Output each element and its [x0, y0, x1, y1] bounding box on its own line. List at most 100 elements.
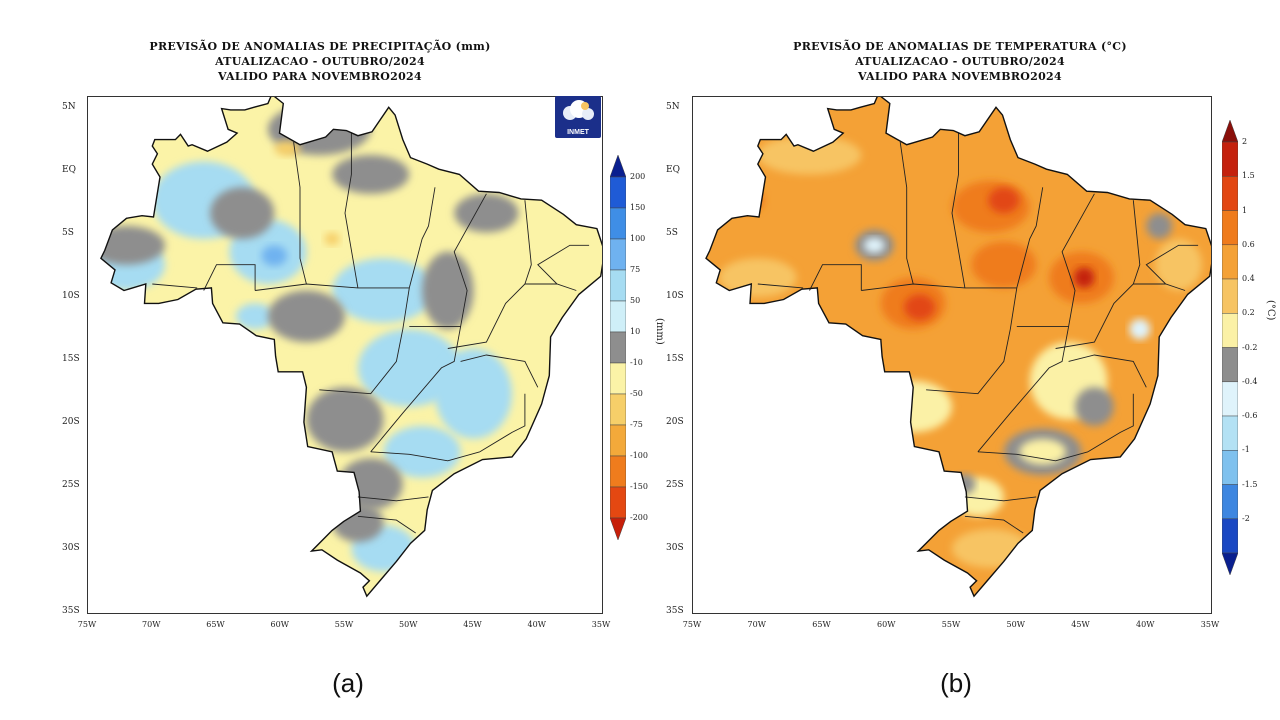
anomaly-patch — [306, 387, 384, 452]
cloud-icon — [563, 100, 594, 120]
lon-tick-label: 70W — [747, 620, 766, 629]
colorbar-segment — [1222, 313, 1238, 348]
anomaly-patch — [725, 187, 765, 214]
colorbar-segment — [610, 300, 626, 333]
colorbar-label: 150 — [630, 203, 646, 212]
colorbar-segment — [610, 362, 626, 395]
field-base — [706, 97, 1211, 597]
anomaly-patch — [332, 155, 410, 194]
state-border — [964, 496, 1037, 502]
lon-tick-label: 55W — [334, 620, 354, 629]
state-border — [479, 393, 526, 453]
anomaly-patch — [1129, 318, 1151, 340]
anomaly-patch — [719, 258, 797, 297]
lon-tick-label: 70W — [142, 620, 161, 629]
state-border — [1016, 187, 1044, 289]
colorbar-label: 100 — [630, 234, 646, 243]
temp-map — [705, 97, 1211, 598]
lat-tick-label: 20S — [666, 417, 684, 427]
colorbar-label: -0.6 — [1242, 411, 1258, 420]
anomaly-patch — [261, 245, 288, 266]
precip-map — [100, 97, 602, 598]
lat-tick-label: 30S — [666, 543, 684, 553]
colorbar-label: -100 — [630, 451, 648, 460]
colorbar-top-arrow — [610, 155, 626, 178]
state-border — [409, 193, 487, 328]
colorbar-segment — [1222, 347, 1238, 383]
temp-title-line-2: ATUALIZACAO - OUTUBRO/2024 — [855, 55, 1065, 68]
colorbar-segment — [610, 176, 626, 209]
anomaly-patch — [235, 303, 275, 330]
state-border — [255, 283, 410, 291]
precip-map-frame — [87, 96, 603, 614]
colorbar-segment — [1222, 381, 1238, 417]
state-border — [293, 142, 307, 285]
colorbar-label: 1 — [1242, 205, 1248, 215]
colorbar-segment — [1222, 278, 1238, 314]
lat-tick-label: 10S — [62, 291, 80, 301]
state-border — [537, 244, 590, 285]
state-border — [370, 451, 481, 462]
temp-unit-label: (°C) — [1265, 300, 1276, 321]
lat-tick-label: 15S — [666, 354, 684, 364]
colorbar-segment — [610, 269, 626, 302]
lon-tick-label: 75W — [77, 620, 97, 629]
lat-tick-label: 5N — [666, 102, 680, 112]
state-border — [524, 200, 532, 285]
colorbar-label: -200 — [630, 513, 648, 522]
lon-tick-label: 60W — [270, 620, 289, 629]
state-border — [357, 496, 429, 502]
colorbar-label: -1.5 — [1242, 479, 1258, 489]
anomaly-patch — [435, 348, 512, 439]
temp-colorbar — [1222, 120, 1238, 575]
precip-title-line-3: VALIDO PARA NOVEMBRO2024 — [218, 70, 422, 83]
precipitation-panel: PREVISÃO DE ANOMALIAS DE PRECIPITAÇÃO (m… — [62, 40, 665, 698]
colorbar-segment — [610, 331, 626, 364]
colorbar-label: 75 — [630, 265, 641, 274]
precip-title-line-1: PREVISÃO DE ANOMALIAS DE PRECIPITAÇÃO (m… — [149, 40, 491, 53]
state-border — [447, 283, 577, 349]
state-border — [152, 283, 198, 289]
state-border — [460, 354, 539, 388]
anomaly-patch — [954, 473, 976, 495]
lon-tick-label: 65W — [206, 620, 225, 629]
temp-map-frame — [692, 96, 1212, 614]
colorbar-label: 2 — [1242, 137, 1248, 146]
colorbar-segment — [1222, 415, 1238, 451]
lon-tick-label: 65W — [812, 620, 831, 629]
anomaly-patch — [100, 225, 165, 265]
lat-tick-label: 5N — [62, 102, 76, 112]
country-border — [100, 97, 602, 598]
colorbar-label: -150 — [630, 482, 648, 491]
anomaly-patch — [952, 529, 1030, 568]
state-border — [951, 133, 966, 288]
anomaly-patch — [210, 187, 275, 239]
colorbar-segment — [1222, 141, 1238, 177]
colorbar-segment — [610, 238, 626, 271]
state-border — [1068, 354, 1147, 388]
state-border — [964, 515, 1024, 534]
temp-title-line-1: PREVISÃO DE ANOMALIAS DE TEMPERATURA (°C… — [793, 40, 1127, 53]
colorbar-bottom-arrow — [1222, 552, 1238, 575]
colorbar-label: 0.4 — [1242, 274, 1255, 283]
state-border — [757, 283, 804, 289]
colorbar-bottom-arrow — [610, 517, 626, 540]
anomaly-field — [100, 97, 602, 597]
lat-tick-label: 25S — [62, 480, 80, 490]
state-border — [899, 142, 914, 285]
lon-tick-label: 50W — [1006, 620, 1025, 629]
colorbar-label: -10 — [630, 358, 643, 367]
lon-tick-label: 35W — [591, 620, 611, 629]
anomaly-patch — [904, 294, 936, 321]
anomaly-patch — [988, 187, 1020, 214]
colorbar-segment — [610, 486, 626, 519]
anomaly-patch — [267, 290, 345, 343]
colorbar-label: 10 — [630, 327, 641, 336]
country-border — [705, 97, 1211, 598]
lat-tick-label: 35S — [62, 606, 80, 616]
colorbar-segment — [1222, 176, 1238, 211]
colorbar-label: 200 — [630, 172, 646, 181]
lat-tick-label: 25S — [666, 480, 684, 490]
lon-tick-label: 55W — [941, 620, 961, 629]
state-border — [370, 326, 462, 453]
